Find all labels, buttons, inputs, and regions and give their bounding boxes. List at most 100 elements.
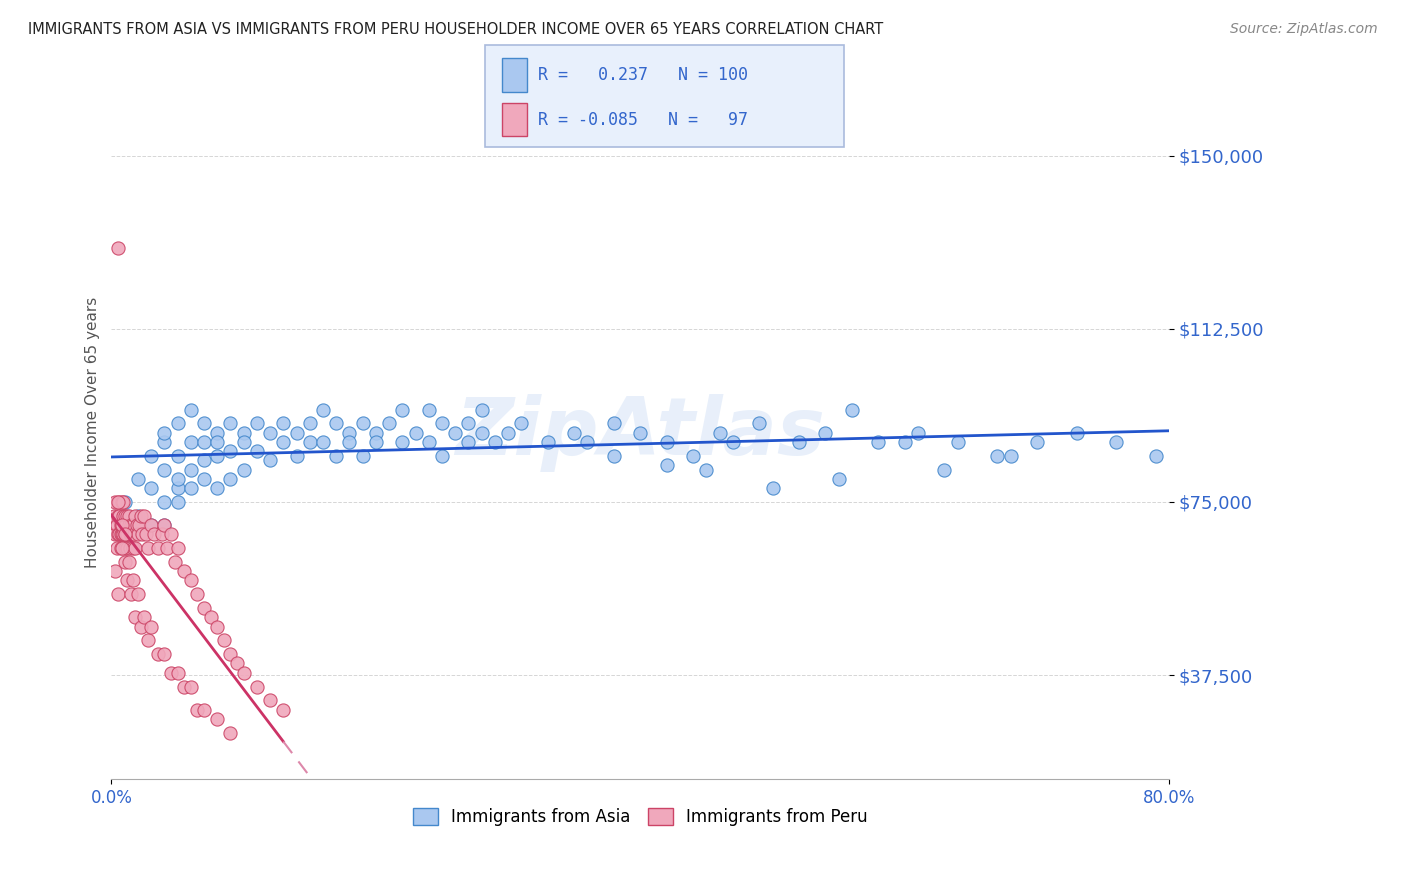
Point bbox=[115, 518, 138, 533]
Point bbox=[118, 527, 141, 541]
Point bbox=[135, 527, 157, 541]
Point bbox=[114, 495, 136, 509]
Point bbox=[186, 703, 208, 717]
Point bbox=[246, 680, 269, 694]
Point bbox=[748, 417, 770, 431]
Point bbox=[107, 241, 129, 255]
Point bbox=[117, 508, 139, 523]
Point bbox=[108, 508, 131, 523]
Point bbox=[180, 680, 202, 694]
Point bbox=[537, 434, 560, 449]
Point bbox=[121, 574, 143, 588]
Point bbox=[655, 434, 678, 449]
Point bbox=[603, 449, 626, 463]
Point bbox=[193, 703, 215, 717]
Point bbox=[1144, 449, 1167, 463]
Point bbox=[193, 434, 215, 449]
Point bbox=[166, 472, 188, 486]
Point bbox=[139, 518, 162, 533]
Point bbox=[285, 449, 308, 463]
Point bbox=[134, 508, 156, 523]
Point bbox=[986, 449, 1008, 463]
Point bbox=[484, 434, 506, 449]
Point bbox=[107, 527, 129, 541]
Point bbox=[205, 449, 228, 463]
Point bbox=[1026, 434, 1049, 449]
Point bbox=[193, 601, 215, 615]
Point bbox=[108, 495, 131, 509]
Point bbox=[193, 417, 215, 431]
Point bbox=[603, 417, 626, 431]
Point bbox=[129, 619, 152, 633]
Point bbox=[259, 693, 281, 707]
Point bbox=[695, 462, 717, 476]
Point bbox=[121, 518, 143, 533]
Legend: Immigrants from Asia, Immigrants from Peru: Immigrants from Asia, Immigrants from Pe… bbox=[406, 801, 875, 833]
Point bbox=[153, 462, 176, 476]
Point bbox=[173, 564, 195, 578]
Point bbox=[166, 541, 188, 555]
Point bbox=[124, 508, 146, 523]
Point bbox=[628, 425, 651, 440]
Point bbox=[117, 541, 139, 555]
Point bbox=[232, 462, 254, 476]
Point bbox=[907, 425, 929, 440]
Point bbox=[205, 481, 228, 495]
Point bbox=[156, 541, 179, 555]
Point bbox=[391, 402, 413, 417]
Point bbox=[114, 527, 136, 541]
Point bbox=[120, 587, 142, 601]
Point bbox=[325, 417, 347, 431]
Point bbox=[405, 425, 427, 440]
Point bbox=[1105, 434, 1128, 449]
Point bbox=[219, 444, 242, 458]
Point bbox=[180, 574, 202, 588]
Point bbox=[110, 518, 132, 533]
Point bbox=[115, 527, 138, 541]
Text: R =   0.237   N = 100: R = 0.237 N = 100 bbox=[538, 66, 748, 84]
Point bbox=[212, 633, 235, 648]
Point bbox=[430, 417, 453, 431]
Point bbox=[153, 518, 176, 533]
Point bbox=[114, 527, 136, 541]
Point bbox=[418, 434, 440, 449]
Point bbox=[312, 402, 335, 417]
Point bbox=[125, 518, 148, 533]
Point bbox=[205, 425, 228, 440]
Point bbox=[117, 555, 139, 569]
Point bbox=[103, 508, 125, 523]
Point bbox=[471, 425, 494, 440]
Point bbox=[122, 527, 145, 541]
Point bbox=[111, 527, 134, 541]
Point bbox=[127, 527, 149, 541]
Point bbox=[271, 434, 294, 449]
Point bbox=[841, 402, 863, 417]
Point bbox=[562, 425, 585, 440]
Point bbox=[814, 425, 837, 440]
Point bbox=[246, 417, 269, 431]
Point bbox=[166, 449, 188, 463]
Point bbox=[219, 725, 242, 739]
Point bbox=[114, 508, 136, 523]
Point bbox=[180, 434, 202, 449]
Point bbox=[721, 434, 744, 449]
Point bbox=[444, 425, 467, 440]
Point bbox=[391, 434, 413, 449]
Point bbox=[124, 541, 146, 555]
Point bbox=[104, 495, 127, 509]
Point bbox=[112, 508, 135, 523]
Point bbox=[114, 555, 136, 569]
Point bbox=[139, 619, 162, 633]
Point bbox=[1000, 449, 1022, 463]
Point bbox=[105, 541, 128, 555]
Point bbox=[117, 518, 139, 533]
Point bbox=[107, 495, 129, 509]
Point bbox=[364, 425, 387, 440]
Point bbox=[120, 527, 142, 541]
Point bbox=[124, 610, 146, 624]
Point bbox=[934, 462, 956, 476]
Point bbox=[139, 449, 162, 463]
Point bbox=[894, 434, 917, 449]
Point bbox=[339, 434, 361, 449]
Point bbox=[163, 555, 186, 569]
